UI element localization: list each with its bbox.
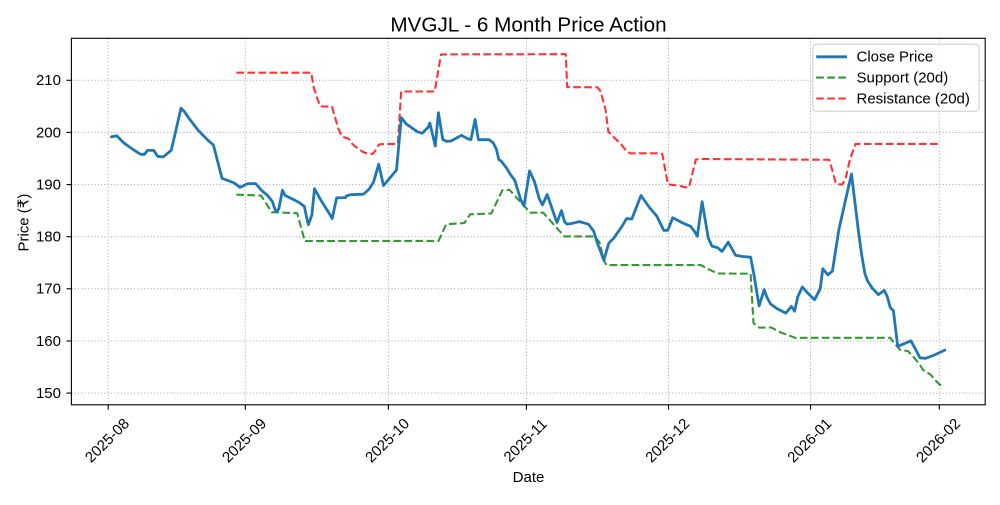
svg-text:150: 150 <box>36 385 61 402</box>
svg-text:180: 180 <box>36 229 61 246</box>
svg-text:170: 170 <box>36 281 61 298</box>
svg-text:190: 190 <box>36 177 61 194</box>
svg-text:200: 200 <box>36 124 61 141</box>
svg-text:MVGJL - 6 Month Price Action: MVGJL - 6 Month Price Action <box>390 13 666 36</box>
svg-text:Resistance (20d): Resistance (20d) <box>857 90 970 107</box>
svg-text:Date: Date <box>513 469 545 486</box>
svg-text:210: 210 <box>36 72 61 89</box>
svg-text:160: 160 <box>36 333 61 350</box>
svg-text:Close Price: Close Price <box>857 49 934 66</box>
svg-text:Support (20d): Support (20d) <box>857 70 949 87</box>
svg-text:Price (₹): Price (₹) <box>15 194 32 252</box>
